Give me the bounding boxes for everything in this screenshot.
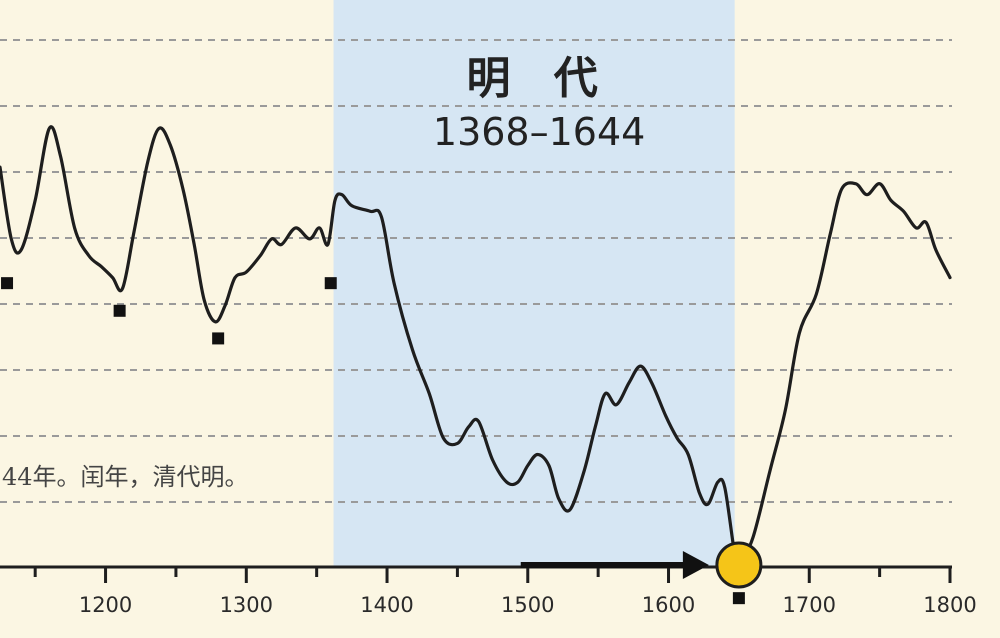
arrow-head	[682, 551, 709, 579]
period-title: 明 代	[466, 53, 611, 104]
highlight-point	[715, 541, 763, 589]
x-tick-label: 1800	[923, 593, 976, 617]
square-marker	[1, 277, 14, 290]
square-marker	[732, 592, 745, 605]
x-tick-label: 1300	[220, 593, 273, 617]
markers	[1, 277, 745, 605]
x-tick-label: 1500	[501, 593, 554, 617]
square-marker	[113, 304, 126, 317]
ming-dynasty-band	[333, 0, 735, 567]
period-years: 1368–1644	[433, 110, 645, 154]
annotation-text: 44年。闰年，清代明。	[2, 463, 249, 491]
square-marker	[324, 277, 337, 290]
x-tick-label: 1600	[642, 593, 695, 617]
series-line	[0, 125, 952, 568]
x-tick-label: 1200	[79, 593, 132, 617]
x-tick-label: 1700	[783, 593, 836, 617]
arrow	[520, 551, 709, 579]
x-axis-ticks: 1200 1300 1400 1500 1600 1700 1800	[33, 567, 977, 617]
x-tick-label: 1400	[360, 593, 413, 617]
square-marker	[212, 332, 225, 345]
